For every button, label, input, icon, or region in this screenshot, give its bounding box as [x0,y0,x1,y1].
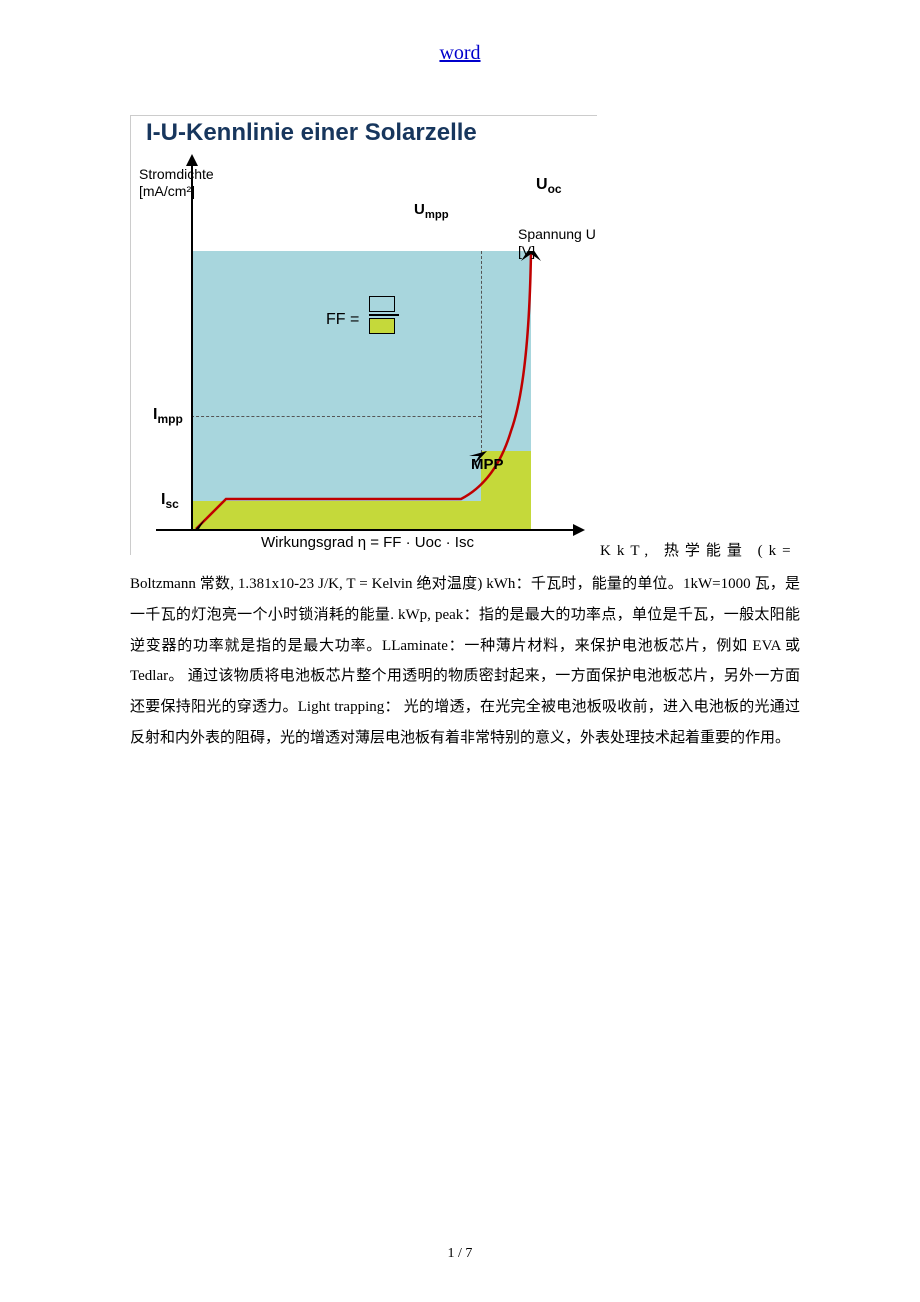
page-footer: 1 / 7 [0,1246,920,1262]
inline-text-after-diagram: KkT, 热学能量 (k= [600,539,800,560]
efficiency-formula: Wirkungsgrad η = FF · Uoc · Isc [261,534,474,551]
ff-fraction [369,296,399,334]
y-axis [191,161,193,531]
ff-denominator-rect [369,318,395,334]
umpp-label: Umpp [414,201,449,221]
xlabel-line2: [V] [518,243,535,259]
ff-numerator-rect [369,296,395,312]
xlabel-line1: Spannung U [518,226,596,242]
body-paragraph: Boltzmann 常数, 1.381x10-23 J/K, T = Kelvi… [130,569,800,754]
diagram-title: I-U-Kennlinie einer Solarzelle [146,119,477,147]
iv-curve-svg [191,251,551,531]
uoc-label: Uoc [536,176,562,196]
ff-fraction-line [369,314,399,316]
header-link[interactable]: word [439,42,480,64]
x-axis-arrow [573,524,585,536]
x-axis-label: Spannung U [V] [518,226,596,260]
iv-curve-diagram: I-U-Kennlinie einer Solarzelle Stromdich… [130,115,597,555]
ylabel-line2: [mA/cm²] [139,183,195,199]
ff-label: FF = [326,311,359,329]
ylabel-line1: Stromdichte [139,166,214,182]
mpp-label: MPP [471,456,504,473]
page-header: word [0,0,920,95]
page-number: 1 / 7 [448,1246,473,1261]
diagram-canvas: I-U-Kennlinie einer Solarzelle Stromdich… [131,116,598,556]
y-axis-arrow [186,154,198,166]
impp-label: Impp [153,406,183,426]
y-axis-label: Stromdichte [mA/cm²] [139,166,214,200]
isc-label: Isc [161,491,179,511]
x-axis [156,529,576,531]
